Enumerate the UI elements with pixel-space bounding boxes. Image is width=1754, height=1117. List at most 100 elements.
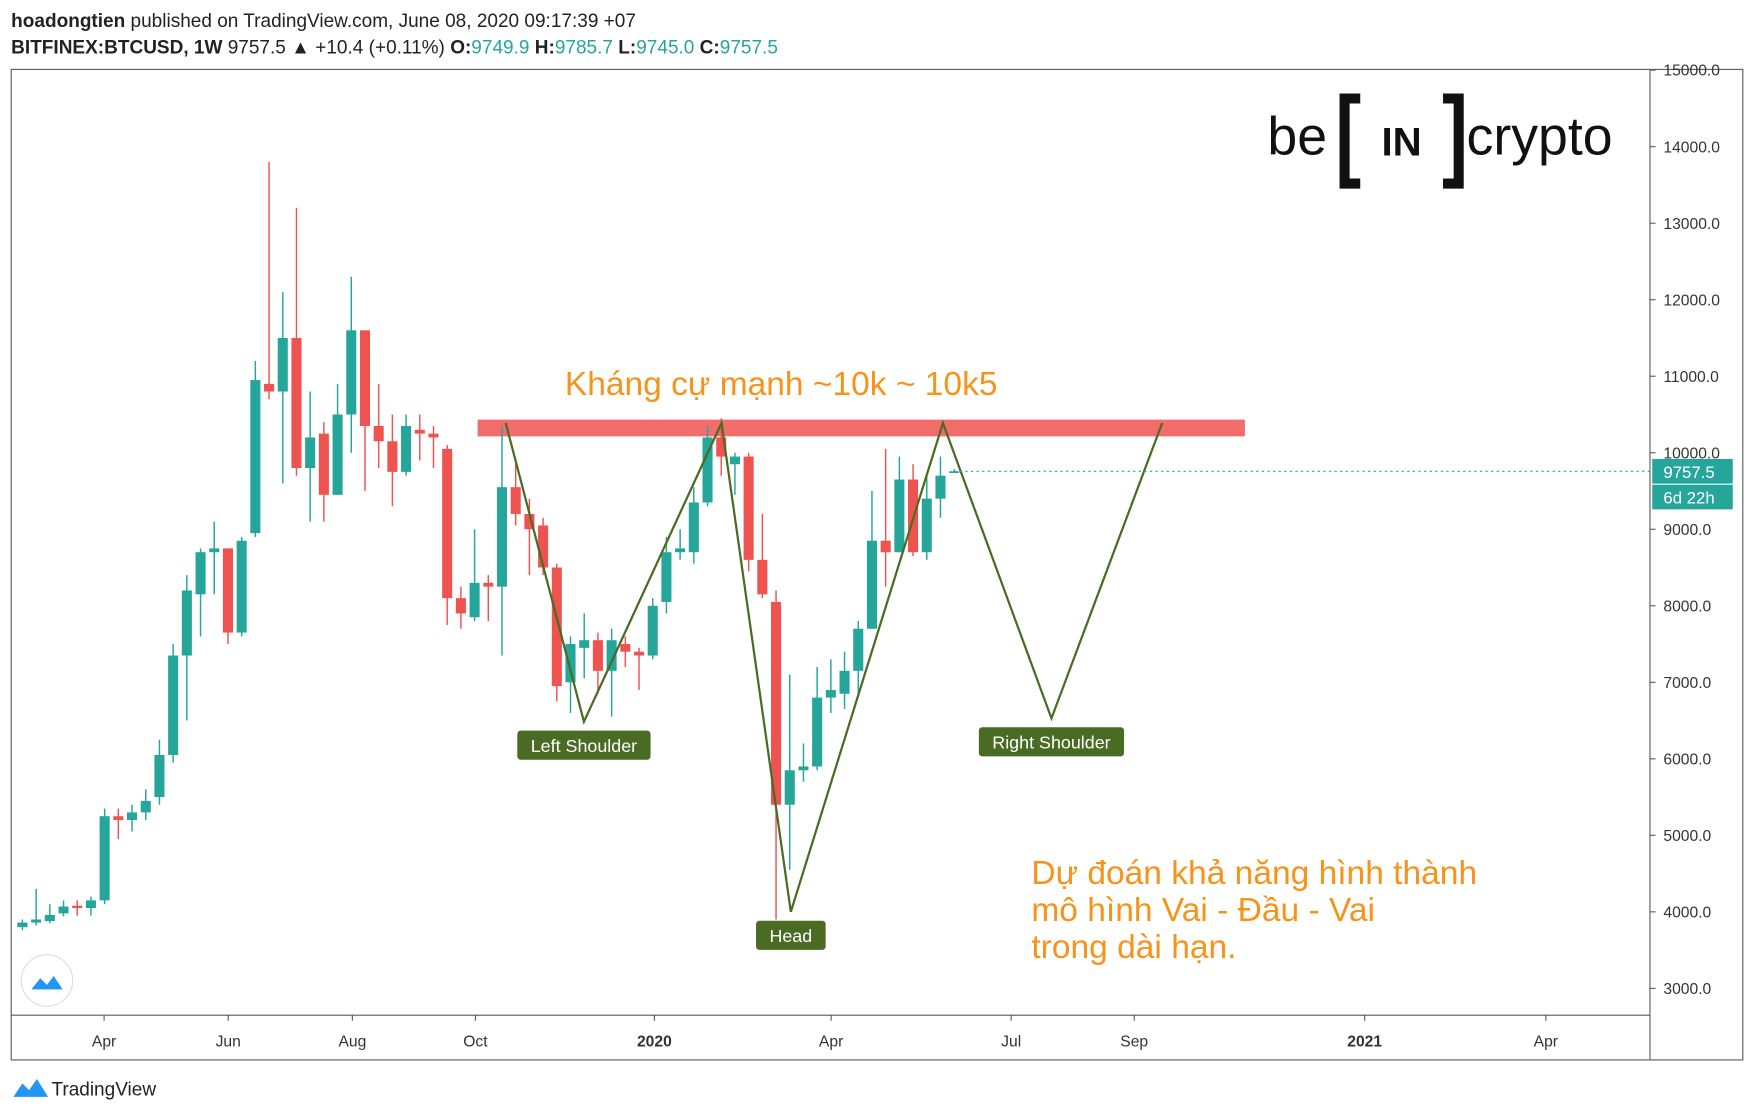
candle-body [195, 552, 206, 595]
ohlc-label: C: [700, 38, 720, 59]
ohlc-label: L: [618, 38, 636, 59]
candle-body [113, 816, 124, 821]
footer: TradingView [51, 1080, 156, 1101]
candle-body [496, 487, 508, 587]
candle-body [387, 441, 398, 472]
prediction-text: Dự đoán khả năng hình thành [1031, 855, 1477, 892]
y-tick-label: 5000.0 [1663, 828, 1711, 845]
logo-right: crypto [1467, 106, 1613, 166]
candle-body [17, 922, 28, 928]
y-tick-label: 14000.0 [1663, 139, 1720, 156]
candle-body [592, 640, 603, 671]
y-tick-label: 9000.0 [1663, 522, 1711, 539]
y-tick-label: 4000.0 [1663, 904, 1711, 921]
candle-body [880, 540, 891, 553]
ohlc-label: O: [450, 38, 471, 59]
header-line: hoadongtien published on TradingView.com… [11, 11, 636, 32]
candle-body [784, 770, 795, 805]
candle-body [99, 816, 110, 901]
candle-body [373, 425, 384, 442]
plot: 3000.0 4000.0 5000.0 6000.0 7000.0 8000.0 9000… [17, 63, 1733, 1050]
candle-body [58, 906, 69, 914]
ohlc-value: 9745.0 [636, 38, 694, 59]
candle-body [935, 475, 946, 499]
y-tick-label: 10000.0 [1663, 445, 1720, 462]
candle-body [140, 800, 151, 813]
ohlc-value: 9749.9 [471, 38, 529, 59]
y-tick-label: 15000.0 [1663, 63, 1720, 80]
candle-body [510, 487, 521, 514]
x-tick-label: 2020 [637, 1033, 672, 1050]
published: published on TradingView.com, June 08, 2… [131, 11, 636, 32]
tv-icon [20, 954, 74, 1007]
candle-body [236, 540, 247, 633]
candle-body [264, 383, 275, 392]
candle-body [332, 414, 343, 495]
resistance-label: Kháng cự mạnh ~10k ~ 10k5 [565, 366, 998, 403]
candle-body [469, 582, 480, 618]
candle-body [318, 433, 329, 495]
prediction-text: trong dài hạn. [1031, 929, 1236, 966]
candle-body [277, 337, 288, 392]
x-tick-label: Sep [1120, 1033, 1148, 1050]
candle-body [675, 548, 686, 553]
candle-body [551, 567, 562, 687]
candle-body [866, 540, 877, 629]
candle-body [839, 670, 850, 694]
candle-body [44, 914, 55, 922]
candle-body [85, 900, 96, 909]
pattern-label-box [978, 727, 1125, 757]
pattern-label-box [517, 730, 651, 760]
candle-body [291, 337, 302, 469]
x-tick-label: Apr [92, 1033, 116, 1050]
candle-body [359, 330, 371, 426]
last-price: 9757.5 [228, 38, 286, 59]
candle-body [949, 471, 960, 473]
y-tick-label: 13000.0 [1663, 216, 1720, 233]
pattern-label: Left Shoulder [531, 736, 637, 756]
candle-body [606, 640, 617, 671]
ohlc-value: 9785.7 [555, 38, 613, 59]
candle-body [688, 502, 699, 553]
candle-body [620, 644, 631, 652]
candle-body [524, 513, 535, 530]
x-tick-label: Jun [216, 1033, 241, 1050]
price-tag-box [1652, 458, 1733, 484]
symbol: BITFINEX:BTCUSD, 1W [11, 38, 222, 59]
candle-body [428, 433, 439, 438]
author: hoadongtien [11, 11, 125, 32]
candle-body [250, 380, 261, 534]
tv-icon-mark [31, 975, 63, 990]
candle-body [825, 689, 836, 698]
candle-body [401, 425, 412, 472]
price-tag: 9757.5 [1663, 463, 1714, 482]
logo-mid: IN [1381, 120, 1421, 165]
pattern-label: Right Shoulder [992, 733, 1110, 753]
candle-body [127, 812, 138, 821]
candle-body [346, 330, 357, 415]
candle-body [154, 754, 165, 798]
logo-left: be [1267, 106, 1327, 166]
candle-body [168, 655, 179, 755]
prediction-text: mô hình Vai - Đầu - Vai [1031, 892, 1375, 929]
pattern-label-box [756, 920, 826, 950]
countdown-box [1652, 484, 1733, 510]
x-tick-label: Jul [1001, 1033, 1021, 1050]
candle-body [661, 552, 672, 602]
pattern-label: Head [769, 926, 812, 946]
ohlc-value: 9757.5 [720, 38, 778, 59]
candle-body [743, 456, 754, 560]
candle-body [798, 766, 809, 771]
y-tick-label: 3000.0 [1663, 981, 1711, 998]
candle-body [538, 525, 549, 568]
candle-body [853, 628, 864, 671]
candle-body [921, 498, 932, 553]
pattern-line [504, 419, 1164, 913]
change: ▲ +10.4 (+0.11%) [291, 38, 445, 59]
y-tick-label: 6000.0 [1663, 751, 1711, 768]
candle-body [222, 548, 233, 633]
candle-body [647, 605, 658, 656]
logo: be IN crypto [1267, 93, 1613, 189]
